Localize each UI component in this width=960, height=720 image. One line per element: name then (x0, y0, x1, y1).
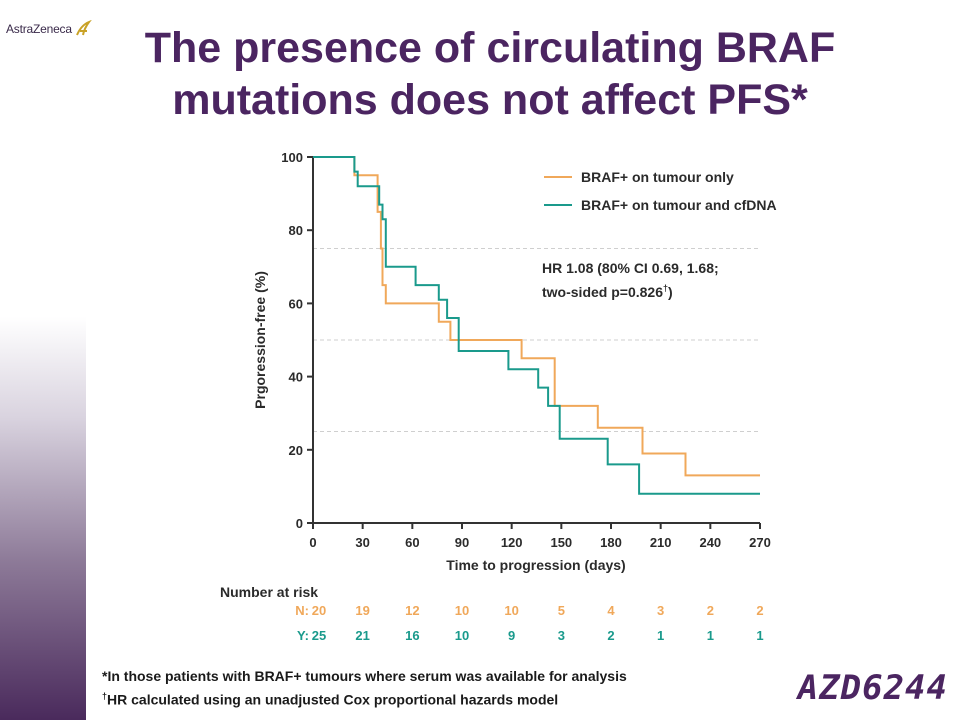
legend-label-tumour-only: BRAF+ on tumour only (581, 169, 734, 185)
dagger-mark: † (663, 283, 668, 293)
risk-value: 4 (607, 603, 615, 618)
hr-annotation-line1: HR 1.08 (80% CI 0.69, 1.68; (542, 260, 719, 276)
x-tick-label: 90 (455, 535, 469, 550)
risk-value: 10 (455, 603, 469, 618)
risk-value: 19 (355, 603, 369, 618)
product-name: AZD6244 (797, 668, 948, 708)
risk-value: 5 (558, 603, 565, 618)
risk-value: 1 (707, 628, 714, 643)
risk-row-label: Y: (297, 628, 309, 643)
page-title: The presence of circulating BRAF mutatio… (144, 24, 836, 124)
sidebar-gradient (0, 0, 86, 720)
footnote-1: *In those patients with BRAF+ tumours wh… (102, 668, 627, 684)
risk-row-label: N: (295, 603, 309, 618)
series-line-0 (313, 156, 760, 477)
risk-value: 10 (455, 628, 469, 643)
y-tick-label: 40 (289, 370, 303, 385)
risk-value: 16 (405, 628, 419, 643)
risk-value: 12 (405, 603, 419, 618)
risk-value: 2 (607, 628, 614, 643)
y-tick-label: 20 (289, 443, 303, 458)
x-tick-label: 30 (355, 535, 369, 550)
y-axis-label: Prgoression-free (%) (252, 271, 268, 409)
x-tick-label: 120 (501, 535, 523, 550)
x-tick-label: 240 (699, 535, 721, 550)
legend: BRAF+ on tumour only BRAF+ on tumour and… (544, 169, 777, 213)
risk-value: 3 (558, 628, 565, 643)
legend-label-tumour-and-cfdna: BRAF+ on tumour and cfDNA (581, 197, 777, 213)
footnote-2: †HR calculated using an unadjusted Cox p… (102, 686, 627, 710)
risk-value: 2 (707, 603, 714, 618)
logo-text: AstraZeneca (6, 22, 72, 36)
risk-value: 21 (355, 628, 369, 643)
number-at-risk-title: Number at risk (220, 584, 318, 600)
x-tick-label: 210 (650, 535, 672, 550)
footnotes: *In those patients with BRAF+ tumours wh… (102, 666, 627, 710)
y-tick-label: 80 (289, 223, 303, 238)
risk-value: 1 (756, 628, 763, 643)
x-axis-label: Time to progression (days) (446, 557, 625, 573)
hr-annotation-line2: two-sided p=0.826†) (542, 283, 673, 300)
x-tick-label: 150 (550, 535, 572, 550)
footnote-2-mark: † (102, 691, 108, 701)
x-tick-label: 270 (749, 535, 771, 550)
risk-value: 10 (504, 603, 518, 618)
risk-value: 2 (756, 603, 763, 618)
x-tick-label: 60 (405, 535, 419, 550)
company-logo: AstraZeneca (6, 20, 92, 38)
x-tick-label: 0 (309, 535, 316, 550)
risk-value: 3 (657, 603, 664, 618)
y-tick-label: 100 (281, 150, 303, 165)
logo-mark-icon (75, 20, 92, 36)
risk-value: 1 (657, 628, 664, 643)
y-tick-label: 60 (289, 296, 303, 311)
footnote-2-text: HR calculated using an unadjusted Cox pr… (107, 691, 559, 708)
x-tick-label: 180 (600, 535, 622, 550)
series-line-1 (313, 156, 760, 495)
risk-value: 20 (312, 603, 326, 618)
risk-value: 9 (508, 628, 515, 643)
y-tick-label: 0 (296, 516, 303, 531)
risk-value: 25 (312, 628, 326, 643)
